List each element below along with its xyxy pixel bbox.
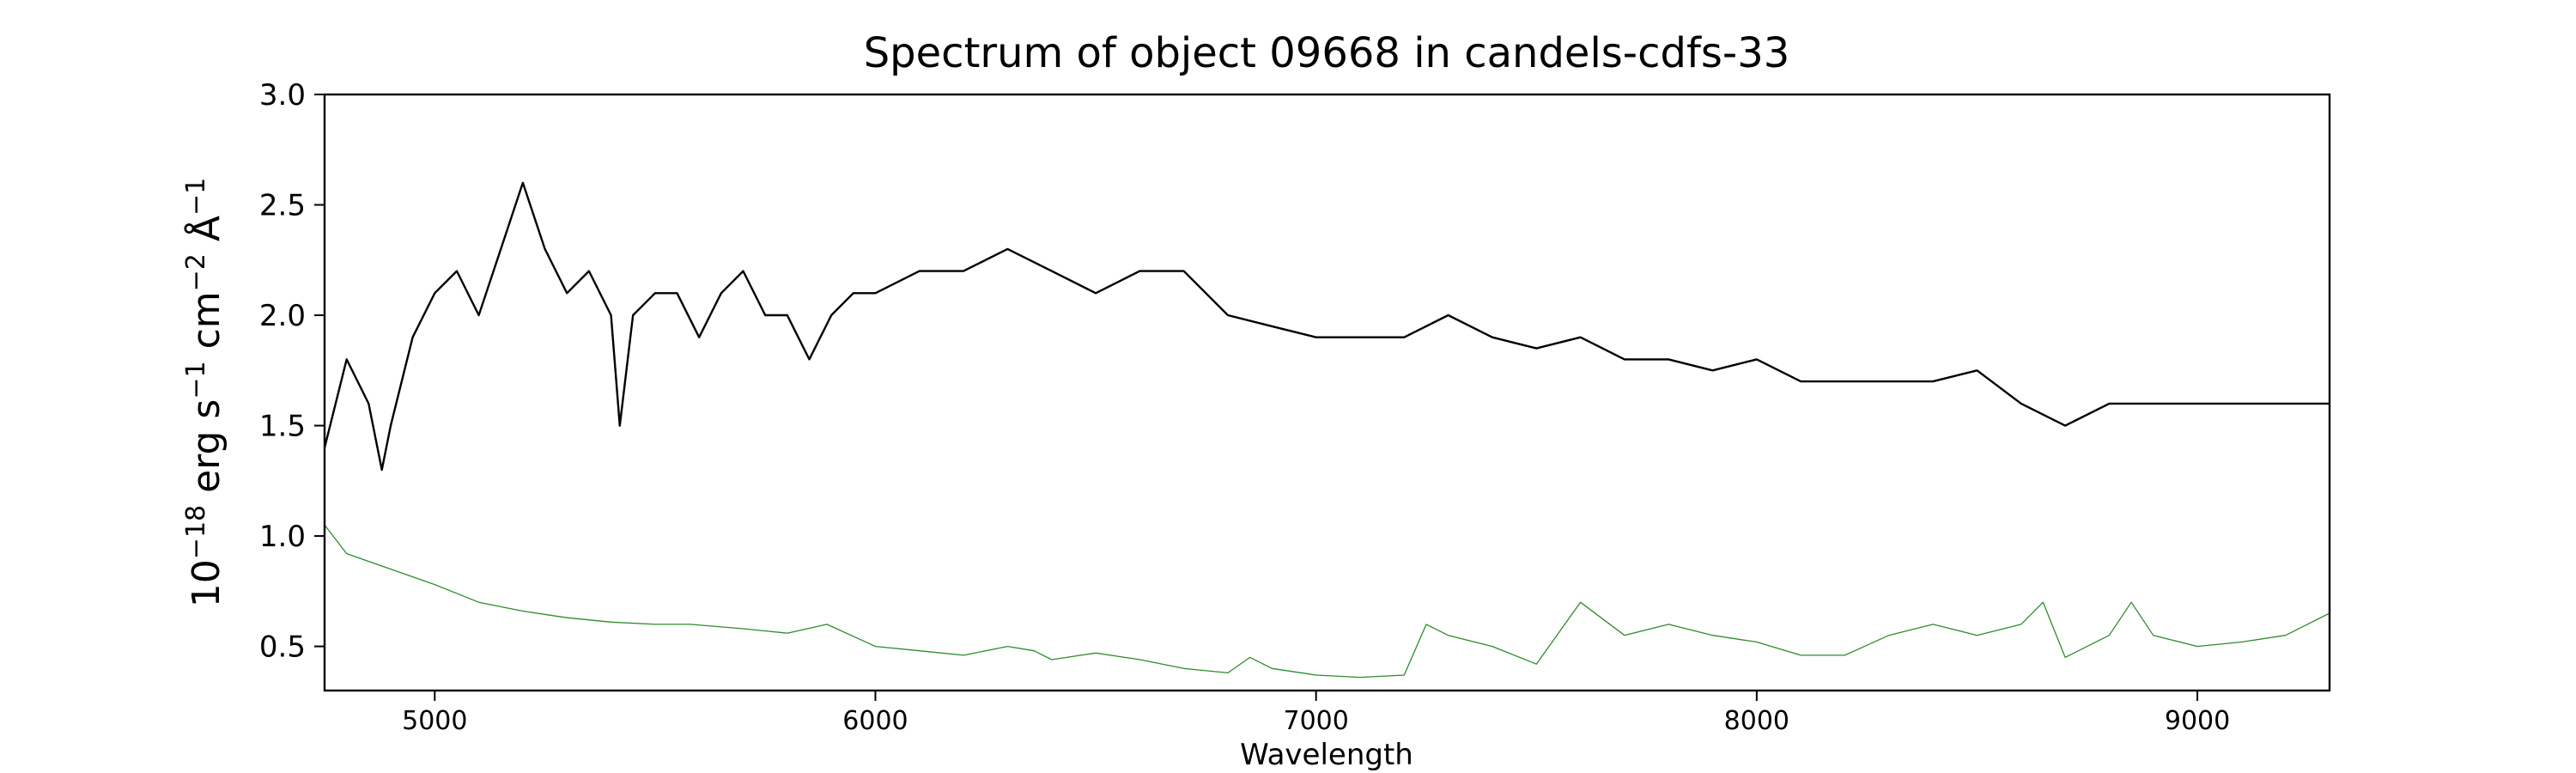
x-tick-label: 7000 xyxy=(1283,706,1348,736)
plot-area xyxy=(323,93,2331,692)
y-label-superscript: −2 xyxy=(181,253,211,291)
x-axis-label: Wavelength xyxy=(1240,738,1413,772)
y-axis-label: 10−18 erg s−1 cm−2 Å−1 xyxy=(181,178,229,607)
y-label-text: 10 xyxy=(185,559,228,607)
x-tick-label: 9000 xyxy=(2165,706,2230,736)
y-tick-label: 2.5 xyxy=(259,189,306,223)
y-tick-label: 1.0 xyxy=(259,520,306,554)
chart-title: Spectrum of object 09668 in candels-cdfs… xyxy=(864,29,1790,77)
y-label-superscript: −18 xyxy=(181,505,211,559)
y-label-text: cm xyxy=(185,291,228,361)
series-layer xyxy=(325,181,2330,679)
y-tick-label: 1.5 xyxy=(259,410,306,444)
y-tick-label: 0.5 xyxy=(259,630,306,665)
x-tick-label: 5000 xyxy=(402,706,467,736)
series-line-1 xyxy=(325,181,2330,472)
x-axis-ticks: 5000 6000 7000 8000 9000 xyxy=(402,691,2230,736)
y-label-text: Å xyxy=(183,216,228,253)
y-label-superscript: −1 xyxy=(181,178,211,216)
y-tick-label: 2.0 xyxy=(259,299,306,333)
series-line-2 xyxy=(325,524,2330,679)
x-tick-label: 8000 xyxy=(1724,706,1789,736)
y-tick-label: 3.0 xyxy=(259,78,306,113)
y-axis-ticks: 0.5 1.0 1.5 2.0 2.5 3.0 xyxy=(259,78,325,665)
plot-frame xyxy=(323,93,2331,692)
y-label-text: erg s xyxy=(185,399,228,505)
y-label-superscript: −1 xyxy=(181,361,211,399)
x-tick-label: 6000 xyxy=(842,706,908,736)
